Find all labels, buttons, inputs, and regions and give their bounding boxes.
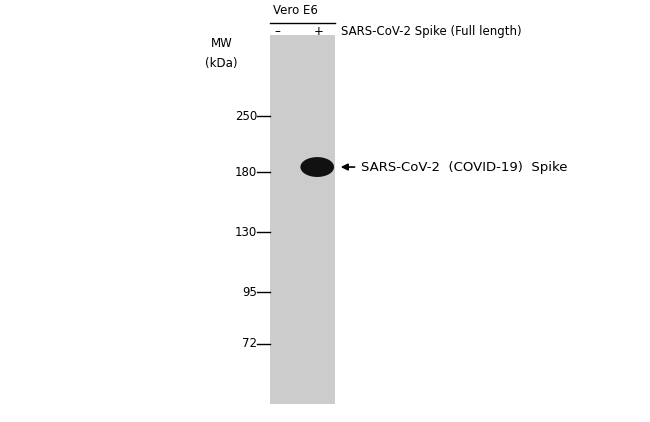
Ellipse shape [300,157,334,177]
Text: 130: 130 [235,226,257,238]
Text: 72: 72 [242,338,257,350]
Bar [270,35,335,404]
Text: (kDa): (kDa) [205,57,238,70]
Text: SARS-CoV-2  (COVID-19)  Spike: SARS-CoV-2 (COVID-19) Spike [361,160,567,173]
Text: MW: MW [211,37,232,50]
Text: 95: 95 [242,286,257,299]
Text: SARS-CoV-2 Spike (Full length): SARS-CoV-2 Spike (Full length) [341,25,522,38]
Text: 180: 180 [235,165,257,179]
Text: –: – [275,25,281,38]
Text: 250: 250 [235,110,257,122]
Text: Vero E6: Vero E6 [274,4,318,16]
Text: +: + [313,25,324,38]
